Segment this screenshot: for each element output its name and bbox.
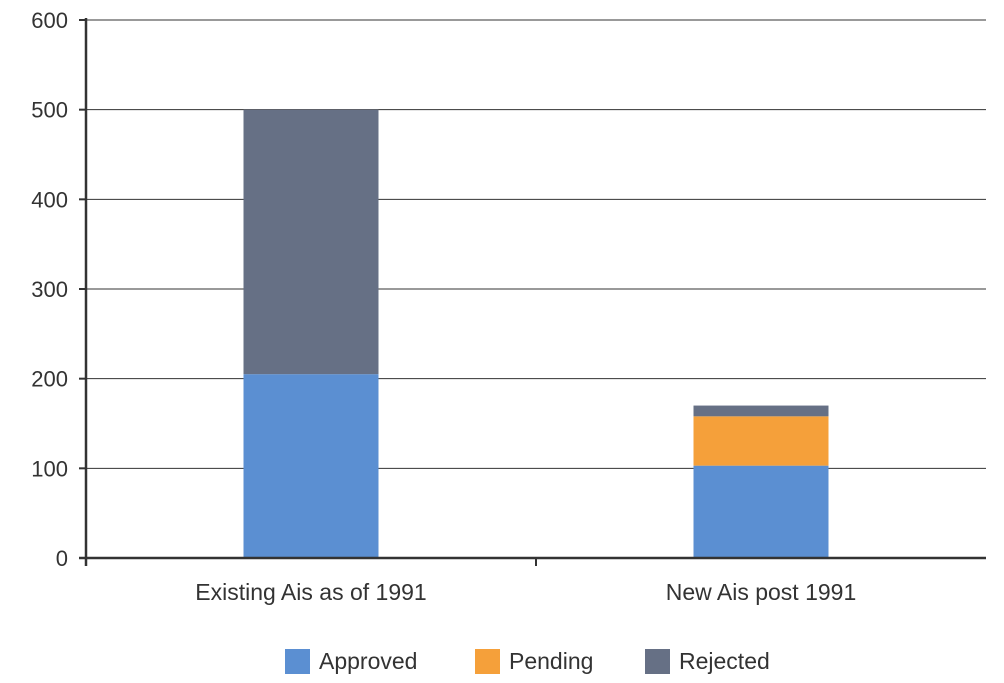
y-tick-labels: 0 100 200 300 400 500 600 (31, 8, 68, 571)
bar-segment-rejected (693, 405, 829, 417)
legend-label-rejected: Rejected (679, 648, 770, 674)
y-tick-label: 500 (31, 98, 68, 123)
legend-swatch-pending (475, 649, 500, 674)
legend-swatch-approved (285, 649, 310, 674)
y-tick-label: 400 (31, 187, 68, 212)
legend-label-approved: Approved (319, 648, 417, 674)
legend-swatch-rejected (645, 649, 670, 674)
legend: Approved Pending Rejected (285, 648, 770, 674)
x-category-labels: Existing Ais as of 1991 New Ais post 1991 (195, 579, 856, 605)
bar-segment-rejected (243, 109, 379, 375)
gridlines (86, 19, 986, 469)
bar-segment-approved (693, 465, 829, 558)
axes (79, 18, 986, 566)
y-tick-label: 600 (31, 8, 68, 33)
y-tick-label: 200 (31, 367, 68, 392)
legend-label-pending: Pending (509, 648, 593, 674)
y-tick-label: 0 (56, 546, 68, 571)
bar-segment-approved (243, 374, 379, 558)
y-tick-label: 300 (31, 277, 68, 302)
x-category-label: New Ais post 1991 (666, 579, 857, 605)
x-category-label: Existing Ais as of 1991 (195, 579, 426, 605)
y-tick-label: 100 (31, 456, 68, 481)
bar-segment-pending (693, 416, 829, 466)
bars (243, 109, 829, 558)
